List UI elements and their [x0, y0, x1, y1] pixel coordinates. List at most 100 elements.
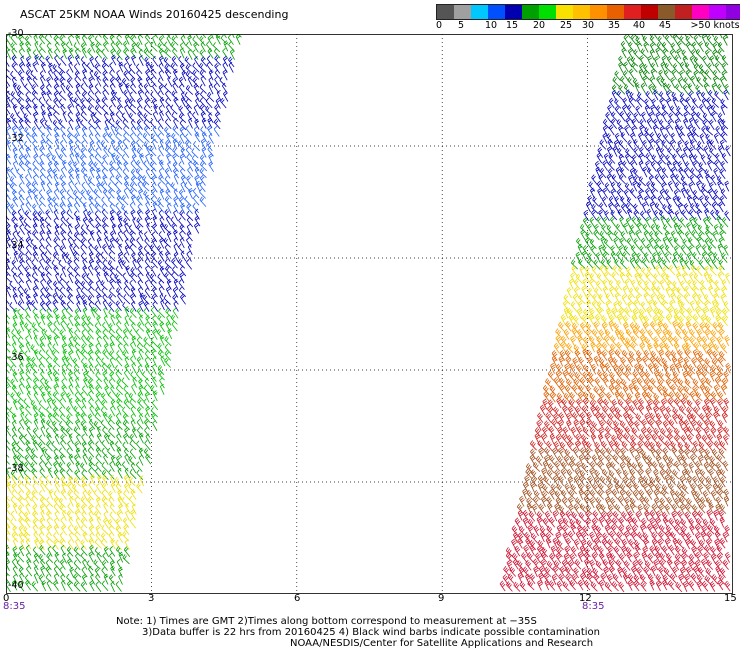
wind-barb — [110, 230, 116, 242]
wind-barb — [102, 57, 110, 68]
wind-barb — [100, 539, 108, 550]
wind-barb — [88, 132, 95, 144]
wind-barb — [599, 503, 608, 514]
wind-barb — [136, 97, 143, 109]
wind-barb — [642, 321, 649, 333]
wind-barb — [604, 426, 612, 437]
wind-barb — [712, 482, 719, 494]
wind-barb — [547, 370, 555, 381]
wind-barb — [26, 47, 32, 59]
wind-barb — [59, 188, 66, 200]
wind-barb — [593, 537, 600, 549]
wind-barb — [150, 154, 157, 165]
wind-barb — [675, 362, 681, 374]
wind-barb — [543, 447, 551, 458]
wind-barb — [595, 503, 602, 515]
wind-barb — [711, 97, 719, 108]
wind-barb — [74, 182, 81, 194]
wind-barb — [615, 378, 623, 389]
wind-barb — [109, 69, 117, 80]
wind-barb — [38, 532, 45, 543]
wind-barb — [101, 48, 108, 60]
wind-barb — [711, 82, 717, 94]
wind-barb — [173, 117, 179, 129]
wind-barb — [32, 76, 39, 87]
wind-barb — [10, 97, 17, 109]
wind-barb — [131, 335, 137, 347]
wind-barb — [701, 55, 708, 67]
wind-barb — [213, 118, 221, 130]
west-swath — [6, 34, 242, 593]
wind-barb — [25, 552, 32, 564]
wind-barb — [33, 34, 39, 46]
wind-barb — [605, 111, 612, 123]
wind-barb — [95, 174, 101, 186]
wind-barb — [597, 433, 604, 445]
wind-barb — [685, 315, 692, 326]
wind-barb — [523, 544, 529, 556]
wind-barb — [647, 266, 654, 277]
wind-barb — [674, 55, 682, 66]
wind-barb — [635, 510, 642, 522]
wind-barb — [668, 419, 676, 430]
wind-barb — [159, 237, 165, 249]
wind-barb — [655, 419, 662, 431]
wind-barb — [81, 343, 88, 354]
wind-barb — [653, 300, 660, 311]
wind-barb — [571, 384, 578, 396]
wind-barb — [192, 111, 199, 123]
wind-barb — [551, 355, 558, 367]
wind-barb — [80, 349, 88, 360]
wind-barb — [26, 390, 33, 402]
wind-barb — [87, 147, 95, 158]
wind-barb — [102, 259, 109, 271]
wind-barb — [513, 581, 521, 592]
wind-barb — [16, 84, 24, 95]
wind-barb — [62, 34, 66, 38]
wind-barb — [568, 399, 576, 410]
wind-barb — [614, 412, 622, 423]
wind-barb — [579, 419, 586, 430]
wind-barb — [62, 348, 68, 360]
wind-barb — [53, 35, 60, 46]
legend-swatch — [641, 5, 658, 19]
wind-barb — [122, 406, 129, 418]
wind-barb — [590, 433, 597, 445]
wind-barb — [90, 474, 96, 486]
wind-barb — [684, 348, 691, 360]
wind-barb — [578, 475, 585, 486]
wind-barb — [620, 378, 629, 389]
wind-barb — [591, 523, 598, 535]
wind-barb — [683, 77, 691, 88]
wind-barb — [573, 567, 579, 579]
wind-barb — [178, 83, 185, 95]
wind-barb — [18, 62, 25, 73]
wind-barb — [718, 328, 724, 340]
wind-barb — [68, 531, 75, 543]
wind-barb — [165, 320, 171, 332]
wind-barb — [185, 84, 194, 95]
wind-barb — [11, 426, 18, 438]
wind-barb — [718, 265, 725, 276]
wind-barb — [675, 518, 683, 529]
wind-barb — [721, 62, 728, 74]
wind-barb — [115, 154, 123, 165]
wind-barb — [27, 167, 32, 179]
wind-barb — [40, 84, 47, 96]
wind-barb — [662, 236, 668, 248]
wind-barb — [607, 230, 613, 242]
wind-barb — [613, 322, 620, 333]
wind-barb — [605, 488, 611, 500]
wind-barb — [87, 176, 96, 187]
wind-barb — [88, 286, 95, 298]
wind-barb — [110, 314, 116, 326]
wind-barb — [657, 258, 663, 270]
wind-barb — [94, 63, 102, 74]
wind-barb — [633, 384, 641, 395]
wind-barb — [192, 195, 200, 206]
wind-barb — [692, 475, 698, 487]
wind-barb — [18, 467, 24, 479]
wind-barb — [598, 552, 605, 564]
wind-barb — [706, 97, 713, 108]
wind-barb — [677, 229, 684, 241]
